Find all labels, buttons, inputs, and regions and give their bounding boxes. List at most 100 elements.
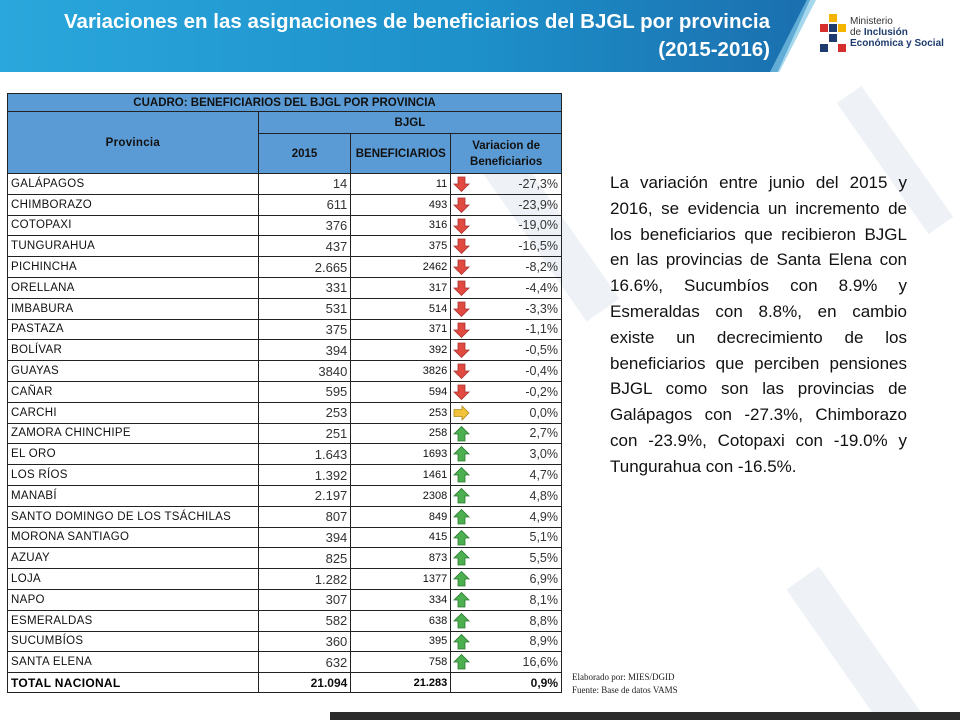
col-header-2015: 2015 — [257, 133, 352, 174]
variacion-value: 8,8% — [529, 613, 559, 628]
cell-provincia: AZUAY — [7, 547, 259, 570]
cell-2015: 14 — [257, 173, 352, 195]
total-variacion: 0,9% — [450, 672, 562, 694]
variacion-value: -1,1% — [525, 322, 558, 337]
cell-beneficiarios: 392 — [350, 339, 452, 362]
cell-provincia: MORONA SANTIAGO — [7, 526, 259, 549]
variacion-value: 0,0% — [529, 405, 559, 420]
cell-variacion: 8,9% — [450, 630, 562, 653]
beneficiaries-table: CUADRO: BENEFICIARIOS DEL BJGL POR PROVI… — [7, 93, 563, 694]
table-row: SANTA ELENA 632 758 16,6% — [7, 651, 562, 674]
cell-variacion: 4,7% — [450, 464, 562, 486]
cell-variacion: -4,4% — [450, 276, 562, 299]
arrow-up-icon — [453, 529, 471, 545]
cell-beneficiarios: 1377 — [350, 568, 452, 590]
table-row: CARCHI 253 253 0,0% — [7, 401, 562, 424]
cell-variacion: -23,9% — [450, 193, 562, 216]
cell-provincia: ZAMORA CHINCHIPE — [7, 422, 259, 445]
cell-provincia: SUCUMBÍOS — [7, 630, 259, 653]
cell-provincia: GALÁPAGOS — [7, 173, 259, 195]
header-band — [0, 0, 810, 72]
cell-variacion: 4,9% — [450, 505, 562, 528]
cell-provincia: SANTO DOMINGO DE LOS TSÁCHILAS — [7, 505, 259, 528]
arrow-up-icon — [453, 487, 471, 504]
cell-2015: 1.643 — [257, 443, 352, 466]
variacion-value: -23,9% — [518, 197, 558, 212]
cell-variacion: -3,3% — [450, 297, 562, 320]
cell-2015: 632 — [257, 651, 352, 674]
col-header-beneficiarios: BENEFICIARIOS — [350, 133, 452, 174]
table-row: GUAYAS 3840 3826 -0,4% — [7, 360, 562, 382]
table-row: EL ORO 1.643 1693 3,0% — [7, 443, 562, 466]
table-row: CAÑAR 595 594 -0,2% — [7, 380, 562, 403]
arrow-up-icon — [453, 654, 471, 670]
variacion-value: 8,1% — [529, 592, 559, 607]
arrow-down-icon — [453, 363, 471, 380]
variacion-value: 2,7% — [529, 426, 559, 441]
cell-2015: 611 — [257, 193, 352, 216]
cell-2015: 394 — [257, 526, 352, 549]
cell-2015: 375 — [257, 318, 352, 341]
variacion-value: 8,9% — [529, 634, 559, 649]
total-2015: 21.094 — [257, 672, 352, 694]
table-row: AZUAY 825 873 5,5% — [7, 547, 562, 570]
ministry-logo: Ministerio de Inclusión Económica y Soci… — [820, 12, 955, 58]
cell-beneficiarios: 334 — [350, 588, 452, 611]
cell-provincia: ESMERALDAS — [7, 609, 259, 632]
cell-provincia: LOJA — [7, 568, 259, 590]
cell-variacion: 4,8% — [450, 484, 562, 507]
cell-beneficiarios: 371 — [350, 318, 452, 341]
cell-2015: 331 — [257, 276, 352, 299]
arrow-up-icon — [453, 571, 471, 587]
table-row: NAPO 307 334 8,1% — [7, 588, 562, 611]
variacion-value: 6,9% — [529, 572, 559, 587]
fuente-note: Fuente: Base de datos VAMS — [572, 685, 678, 695]
table-row: ORELLANA 331 317 -4,4% — [7, 276, 562, 299]
cell-beneficiarios: 594 — [350, 380, 452, 403]
variacion-value: 5,5% — [529, 551, 559, 566]
arrow-down-icon — [453, 384, 471, 400]
footer-bar — [330, 712, 960, 720]
table-row: GALÁPAGOS 14 11 -27,3% — [7, 173, 562, 195]
table-row: TUNGURAHUA 437 375 -16,5% — [7, 235, 562, 258]
variacion-value: -16,5% — [518, 239, 558, 254]
cell-beneficiarios: 849 — [350, 505, 452, 528]
variacion-value: -27,3% — [518, 176, 558, 191]
cell-variacion: -8,2% — [450, 256, 562, 278]
cell-provincia: GUAYAS — [7, 360, 259, 382]
cell-provincia: TUNGURAHUA — [7, 235, 259, 258]
cell-2015: 376 — [257, 214, 352, 237]
cell-2015: 582 — [257, 609, 352, 632]
cell-beneficiarios: 493 — [350, 193, 452, 216]
table-row: LOJA 1.282 1377 6,9% — [7, 568, 562, 590]
ministry-emblem-icon — [820, 14, 846, 52]
arrow-up-icon — [453, 508, 471, 525]
total-beneficiarios: 21.283 — [350, 672, 452, 694]
table-row: CHIMBORAZO 611 493 -23,9% — [7, 193, 562, 216]
arrow-down-icon — [453, 342, 471, 359]
cell-beneficiarios: 258 — [350, 422, 452, 445]
table-row: PICHINCHA 2.665 2462 -8,2% — [7, 256, 562, 278]
cell-2015: 394 — [257, 339, 352, 362]
cell-variacion: 8,1% — [450, 588, 562, 611]
cell-beneficiarios: 1461 — [350, 464, 452, 486]
arrow-up-icon — [453, 612, 471, 629]
arrow-down-icon — [453, 259, 471, 276]
cell-provincia: EL ORO — [7, 443, 259, 466]
cell-variacion: 6,9% — [450, 568, 562, 590]
cell-variacion: 5,1% — [450, 526, 562, 549]
variacion-value: -8,2% — [525, 260, 558, 275]
table-row: ZAMORA CHINCHIPE 251 258 2,7% — [7, 422, 562, 445]
variacion-value: -0,2% — [525, 384, 558, 399]
cell-2015: 2.665 — [257, 256, 352, 278]
cell-provincia: PICHINCHA — [7, 256, 259, 278]
variacion-value: -4,4% — [525, 280, 558, 295]
cell-beneficiarios: 316 — [350, 214, 452, 237]
ministry-name: Ministerio de Inclusión Económica y Soci… — [850, 16, 944, 49]
table-row: MANABÍ 2.197 2308 4,8% — [7, 484, 562, 507]
cell-2015: 1.282 — [257, 568, 352, 590]
cell-beneficiarios: 375 — [350, 235, 452, 258]
cell-2015: 437 — [257, 235, 352, 258]
table-row: COTOPAXI 376 316 -19,0% — [7, 214, 562, 237]
cell-2015: 253 — [257, 401, 352, 424]
